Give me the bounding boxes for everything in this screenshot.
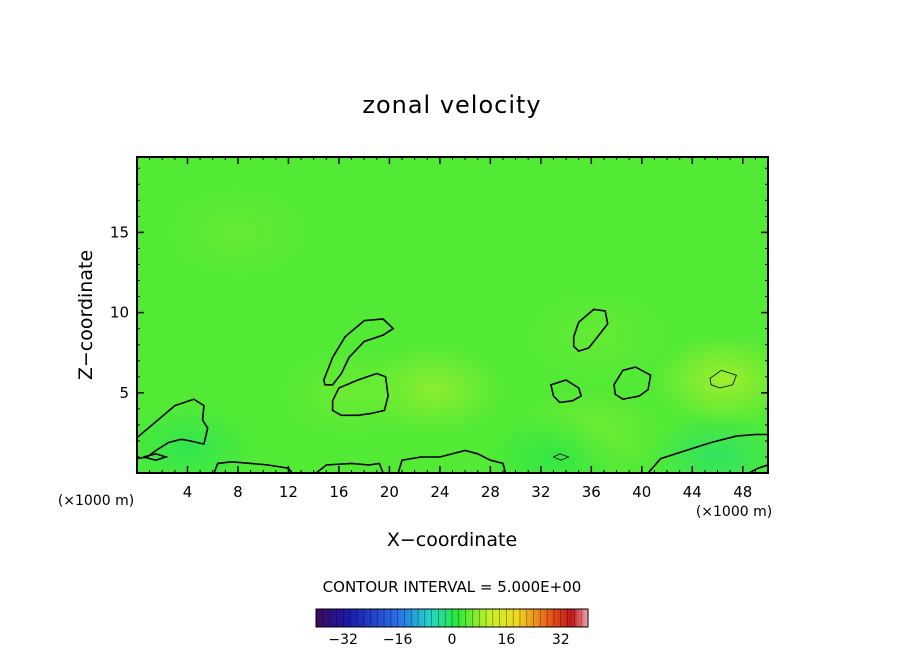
- chart-title: zonal velocity: [362, 91, 541, 119]
- x-tick-label: 32: [531, 483, 550, 501]
- x-tick-label: 24: [430, 483, 449, 501]
- contour-line-zero: [613, 366, 652, 401]
- contour-line-zero: [397, 449, 507, 473]
- velocity-field: [137, 157, 768, 473]
- contour-line-positive: [552, 453, 570, 461]
- x-tick-label: 44: [683, 483, 702, 501]
- colorbar-tick-label: 0: [448, 632, 457, 648]
- x-tick-label: 20: [380, 483, 399, 501]
- contour-line-zero: [549, 379, 583, 404]
- colorbar-tick-label: −16: [383, 632, 413, 648]
- contour-line-zero: [143, 452, 169, 462]
- y-axis-label: Z−coordinate: [75, 250, 97, 380]
- y-tick-label: 15: [110, 223, 129, 241]
- contour-line-zero: [315, 462, 384, 473]
- contour-line-zero: [748, 464, 768, 473]
- x-tick-label: 36: [582, 483, 601, 501]
- y-axis-ticks: 5 10 15: [110, 167, 768, 458]
- colorbar-separators: [322, 609, 582, 627]
- field-blob: [483, 411, 624, 473]
- x-tick-label: 4: [183, 483, 193, 501]
- x-tick-label: 16: [329, 483, 348, 501]
- x-tick-label: 40: [632, 483, 651, 501]
- zero-contours: [137, 308, 768, 473]
- contour-line-positive: [709, 369, 737, 389]
- field-blob: [653, 334, 768, 425]
- y-tick-label: 5: [119, 384, 129, 402]
- field-blob: [167, 187, 308, 278]
- colorbar-ticks: −32 −16 0 16 32: [328, 632, 569, 648]
- x-tick-label: 28: [481, 483, 500, 501]
- colorbar-tick-label: 16: [497, 632, 515, 648]
- x-axis-ticks: 4 8 12 16 20 24 28 32 36 40 44 48: [149, 157, 756, 501]
- contour-line-zero: [137, 398, 209, 460]
- colorbar-tick-label: 32: [552, 632, 570, 648]
- contour-line-zero: [647, 433, 768, 473]
- x-tick-label: 12: [279, 483, 298, 501]
- contour-line-zero: [331, 372, 389, 417]
- x-axis-label: X−coordinate: [387, 529, 517, 551]
- colorbar: −32 −16 0 16 32: [315, 608, 589, 648]
- y-tick-label: 10: [110, 304, 129, 322]
- field-blob: [647, 411, 768, 473]
- contour-interval-label: CONTOUR INTERVAL = 5.000E+00: [323, 578, 582, 596]
- field-blob: [137, 403, 258, 473]
- colorbar-tick-label: −32: [328, 632, 358, 648]
- x-unit-right: (×1000 m): [696, 504, 772, 520]
- field-blob: [281, 347, 422, 438]
- contour-line-zero: [572, 308, 609, 353]
- x-unit-left: (×1000 m): [58, 493, 134, 509]
- x-tick-label: 48: [733, 483, 752, 501]
- x-tick-label: 8: [233, 483, 243, 501]
- colorbar-frame: [315, 608, 589, 628]
- contour-line-zero: [322, 318, 395, 386]
